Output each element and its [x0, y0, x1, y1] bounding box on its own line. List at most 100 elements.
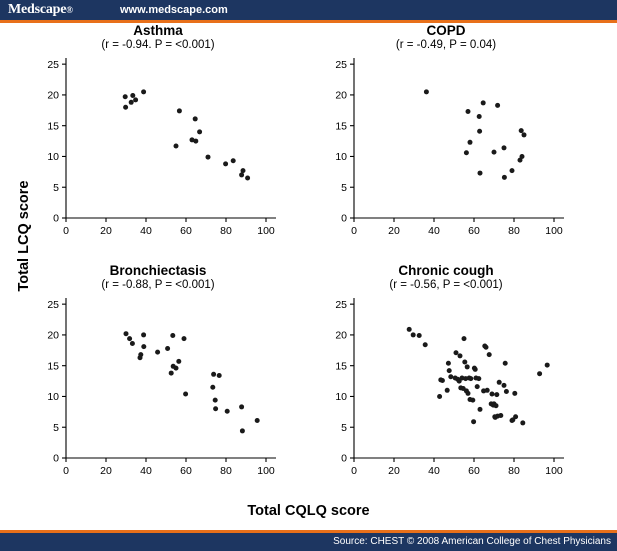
data-point [141, 344, 147, 350]
y-tick-label: 15 [47, 360, 59, 372]
data-point [213, 406, 219, 412]
y-tick-label: 20 [47, 330, 59, 342]
data-point [216, 373, 222, 379]
data-point [495, 102, 501, 108]
x-tick-label: 20 [388, 225, 400, 237]
data-point [477, 406, 483, 412]
data-point [197, 129, 203, 135]
y-tick-label: 15 [335, 120, 347, 132]
data-point [239, 428, 245, 434]
x-tick-label: 20 [100, 225, 112, 237]
x-tick-label: 60 [468, 465, 480, 477]
x-tick-label: 100 [257, 225, 275, 237]
data-point [518, 128, 524, 134]
data-point [448, 374, 454, 380]
data-point-group [406, 326, 550, 426]
y-tick-label: 0 [341, 453, 347, 465]
data-point [193, 138, 199, 144]
y-tick-label: 0 [53, 453, 59, 465]
panel-copd: COPD (r = -0.49, P = 0.04) 0 5 10 15 20 25 0 20 40… [320, 23, 572, 244]
data-point [422, 342, 428, 348]
y-tick-label: 25 [47, 299, 59, 311]
axis-lines [65, 58, 276, 219]
panel-title-asthma: Asthma [133, 23, 183, 38]
data-point [130, 93, 136, 99]
y-tick-label: 5 [53, 422, 59, 434]
x-tick-label: 80 [508, 465, 520, 477]
data-point [493, 403, 499, 409]
data-point [210, 384, 216, 390]
data-point [123, 104, 129, 110]
y-tick-label: 25 [335, 299, 347, 311]
x-tick-label: 60 [468, 225, 480, 237]
scatter-plot-chronic-cough: 0 5 10 15 20 25 0 20 40 60 80 100 [335, 298, 564, 477]
data-point [476, 113, 482, 119]
x-axis-title: Total CQLQ score [247, 503, 370, 519]
panel-bronchiectasis: Bronchiectasis (r = -0.88, P = <0.001) 0 5 1… [32, 263, 284, 484]
scatter-plot-asthma: 0 5 10 15 20 25 0 20 40 60 80 100 [47, 58, 276, 237]
registered-mark: ® [66, 5, 73, 15]
data-point [230, 158, 236, 164]
data-point [461, 336, 467, 342]
data-point [176, 108, 182, 114]
x-tick-label: 80 [220, 465, 232, 477]
panel-stats-bronchiectasis: (r = -0.88, P = <0.001) [101, 279, 215, 291]
x-tick-label: 100 [257, 465, 275, 477]
y-tick-label: 20 [47, 90, 59, 102]
axis-lines [65, 298, 276, 459]
data-point [465, 390, 471, 396]
data-point [168, 370, 174, 376]
data-point [141, 89, 147, 95]
panel-title-bronchiectasis: Bronchiectasis [109, 263, 207, 278]
data-point [129, 341, 135, 347]
data-point [128, 99, 134, 105]
y-tick-label: 10 [47, 151, 59, 163]
data-point [509, 168, 515, 174]
data-point [457, 353, 463, 359]
source-credit: Source: CHEST © 2008 American College of… [333, 536, 611, 547]
data-point [446, 368, 452, 374]
data-point [223, 161, 229, 167]
data-point [520, 420, 526, 426]
data-point [491, 149, 497, 155]
data-point [437, 393, 443, 399]
medscape-header-bar: Medscape® www.medscape.com [0, 0, 617, 23]
figure-area: Total LCQ score Asthma (r = -0.94. P = <0… [0, 23, 617, 528]
data-point [189, 137, 195, 143]
data-point [176, 358, 182, 364]
data-point [127, 336, 133, 342]
data-point [453, 350, 459, 356]
data-point [141, 332, 147, 338]
x-tick-label: 60 [180, 225, 192, 237]
data-point [537, 371, 543, 377]
y-tick-label: 25 [335, 59, 347, 71]
medscape-logo: Medscape® [8, 2, 73, 18]
y-tick-label: 0 [53, 213, 59, 225]
data-point [512, 390, 518, 396]
x-tick-label: 0 [63, 465, 69, 477]
data-point-group [122, 89, 251, 181]
data-point-group [423, 89, 527, 180]
x-tick-label: 0 [351, 225, 357, 237]
y-tick-label: 10 [335, 391, 347, 403]
data-point [468, 376, 474, 382]
x-tick-label: 60 [180, 465, 192, 477]
data-point [521, 132, 527, 138]
x-tick-label: 0 [63, 225, 69, 237]
data-point [181, 336, 187, 342]
data-point [501, 382, 507, 388]
data-point [254, 417, 260, 423]
data-point [464, 364, 470, 370]
data-point [494, 392, 500, 398]
data-point [477, 128, 483, 134]
data-point [467, 139, 473, 145]
data-point [445, 360, 451, 366]
data-point [476, 376, 482, 382]
data-point [138, 352, 144, 358]
panel-stats-copd: (r = -0.49, P = 0.04) [395, 39, 497, 51]
x-tick-label: 80 [508, 225, 520, 237]
data-point [513, 414, 519, 420]
x-tick-label: 40 [428, 465, 440, 477]
data-point [477, 170, 483, 176]
data-point [416, 333, 422, 339]
